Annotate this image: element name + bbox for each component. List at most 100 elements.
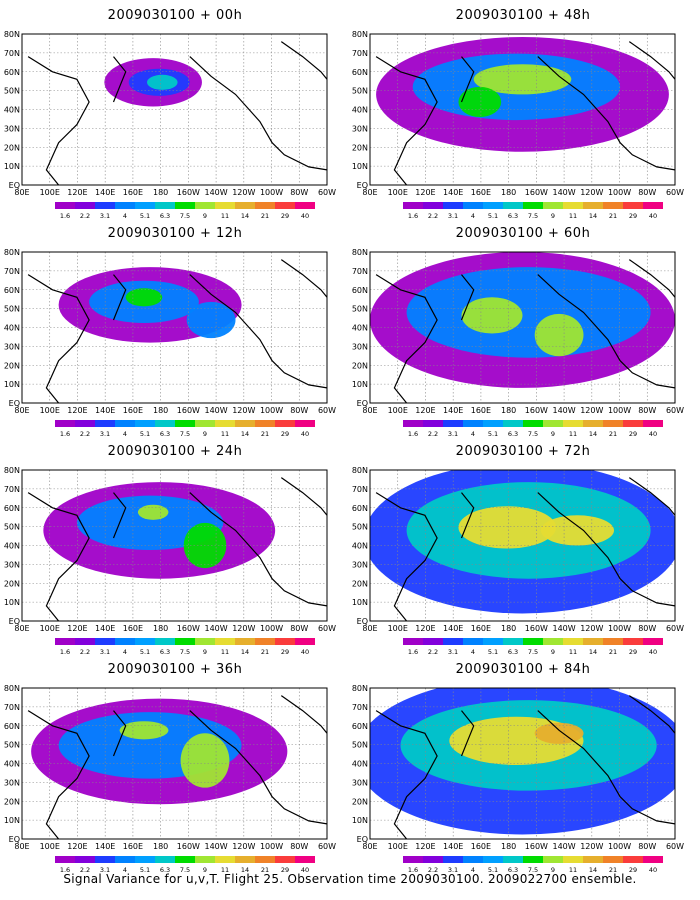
panel-72h: 2009030100 + 72h 80N 70N 60N 50N 40N 30N 20N 10… — [352, 444, 688, 656]
shaded-field — [370, 252, 675, 388]
x-tick-label: 100W — [260, 624, 283, 633]
colorbar-swatch — [443, 202, 463, 209]
x-tick-label: 120W — [580, 406, 603, 415]
colorbar-swatch — [275, 420, 295, 427]
colorbar-swatch — [603, 420, 623, 427]
colorbar-swatch — [563, 420, 583, 427]
colorbar-label: 1.6 — [408, 648, 418, 656]
colorbar-label: 4 — [471, 648, 475, 656]
x-tick-label: 100W — [260, 406, 283, 415]
x-tick-label: 140E — [95, 842, 115, 851]
panel-84h: 2009030100 + 84h 80N 70N 60N 50N 40N 30N 20N 10… — [352, 662, 688, 874]
colorbar-swatch — [583, 638, 603, 645]
colorbar-label: 21 — [261, 212, 269, 220]
shaded-field — [370, 470, 675, 614]
colorbar-label: 9 — [551, 212, 555, 220]
y-tick-label: 20N — [4, 579, 20, 588]
colorbar-swatch — [175, 420, 195, 427]
grid-lines — [22, 470, 327, 621]
x-tick-label: 100E — [40, 842, 60, 851]
x-tick-label: 120W — [580, 624, 603, 633]
coastlines — [375, 695, 676, 840]
colorbar-label: 2.2 — [428, 648, 438, 656]
colorbar-swatch — [463, 856, 483, 863]
colorbar-label: 14 — [241, 430, 249, 438]
x-tick-label: 100E — [40, 406, 60, 415]
colorbar-swatch — [543, 420, 563, 427]
y-tick-label: EQ — [357, 399, 368, 408]
plot-frame — [21, 251, 328, 404]
x-tick-label: 160E — [471, 842, 491, 851]
y-tick-label: 40N — [4, 106, 20, 115]
colorbar-label: 3.1 — [448, 648, 458, 656]
colorbar-swatch — [503, 420, 523, 427]
shaded-region — [186, 301, 236, 339]
colorbar-swatch — [403, 202, 423, 209]
x-tick-label: 160E — [471, 188, 491, 197]
x-tick-label: 80W — [638, 406, 656, 415]
colorbar-swatch — [255, 202, 275, 209]
x-tick-label: 180 — [501, 406, 516, 415]
y-tick-label: 30N — [4, 560, 20, 569]
x-tick-label: 100E — [388, 624, 408, 633]
colorbar-label: 40 — [649, 212, 657, 220]
y-tick-label: 60N — [352, 68, 368, 77]
colorbar-swatch — [115, 856, 135, 863]
colorbar-label: 7.5 — [528, 866, 538, 874]
colorbar-label: 29 — [281, 212, 289, 220]
colorbar-swatch — [175, 202, 195, 209]
colorbar-label: 21 — [261, 430, 269, 438]
y-tick-label: 20N — [4, 361, 20, 370]
y-tick-label: 30N — [352, 778, 368, 787]
colorbar-label: 11 — [569, 212, 577, 220]
colorbar-label: 11 — [569, 430, 577, 438]
x-tick-label: 100W — [608, 188, 631, 197]
colorbar-label: 11 — [221, 430, 229, 438]
x-tick-label: 80E — [14, 406, 29, 415]
colorbar-swatch — [563, 638, 583, 645]
colorbar-swatch — [235, 638, 255, 645]
colorbar-label: 9 — [203, 866, 207, 874]
x-tick-label: 80E — [362, 406, 377, 415]
panel-title: 2009030100 + 24h — [107, 444, 243, 459]
colorbar-label: 6.3 — [508, 430, 518, 438]
colorbar-label: 29 — [629, 866, 637, 874]
y-tick-label: 80N — [352, 30, 368, 39]
x-tick-label: 160W — [525, 624, 548, 633]
colorbar-swatch — [95, 420, 115, 427]
colorbar-label: 4 — [123, 866, 127, 874]
shaded-region — [540, 515, 614, 546]
plot-frame — [21, 687, 328, 840]
y-tick-label: 50N — [352, 741, 368, 750]
colorbar-swatch — [483, 202, 503, 209]
panel-title: 2009030100 + 48h — [455, 8, 591, 23]
colorbar-swatch — [643, 638, 663, 645]
colorbar: 1.6 2.2 3.1 4 5.1 6.3 7.5 9 11 14 21 29 40 — [403, 202, 663, 220]
grid-lines — [22, 688, 327, 839]
colorbar-swatch — [463, 202, 483, 209]
x-tick-label: 140W — [204, 188, 227, 197]
panel-48h: 2009030100 + 48h 80N 70N 60N 50N 40N 30N 20N 10… — [352, 8, 688, 220]
colorbar-label: 6.3 — [160, 212, 170, 220]
colorbar-swatch — [623, 856, 643, 863]
shaded-field — [104, 58, 202, 107]
y-tick-label: 30N — [352, 124, 368, 133]
colorbar-label: 21 — [609, 212, 617, 220]
x-tick-label: 120W — [232, 624, 255, 633]
colorbar-swatch — [643, 420, 663, 427]
colorbar-swatch — [235, 420, 255, 427]
x-tick-label: 80W — [290, 188, 308, 197]
shaded-region — [119, 721, 169, 740]
colorbar-swatch — [75, 856, 95, 863]
colorbar-swatch — [563, 202, 583, 209]
colorbar-swatch — [95, 638, 115, 645]
colorbar-swatch — [423, 638, 443, 645]
colorbar-label: 14 — [241, 866, 249, 874]
shaded-field — [376, 37, 669, 152]
x-tick-label: 160E — [123, 842, 143, 851]
y-tick-label: 80N — [4, 30, 20, 39]
panel-title: 2009030100 + 36h — [107, 662, 243, 677]
